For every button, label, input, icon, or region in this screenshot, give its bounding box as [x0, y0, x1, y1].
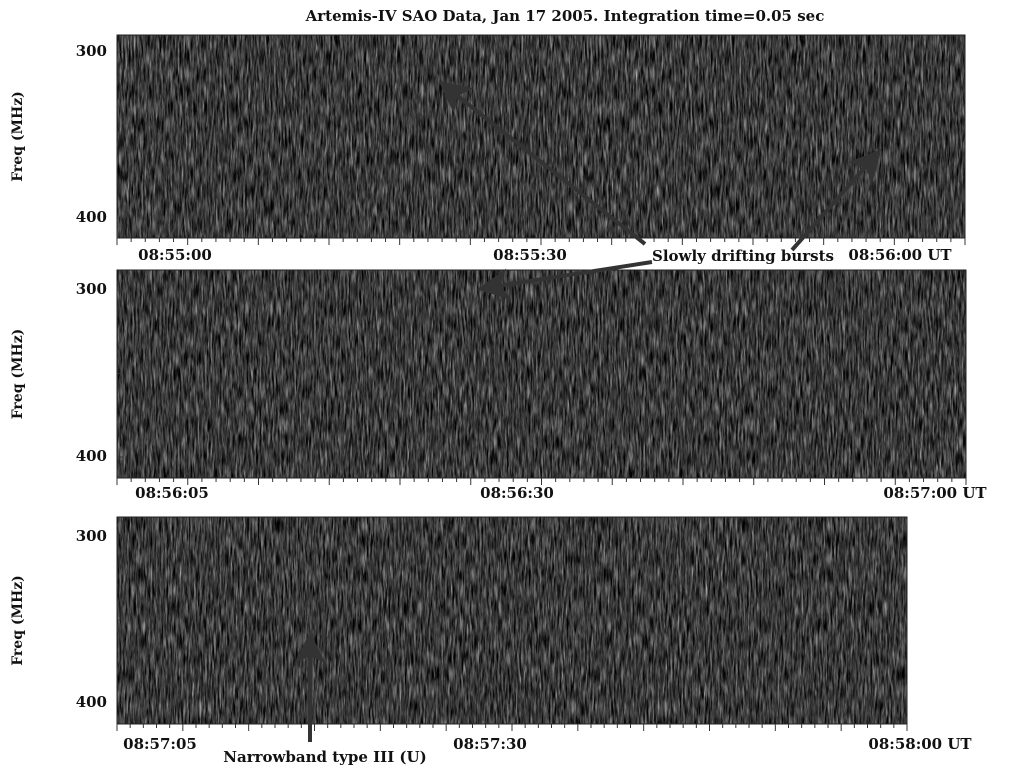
y-tick-label: 400 [76, 208, 107, 226]
arrow [438, 81, 647, 246]
spectrogram-texture [117, 35, 965, 238]
y-tick-label: 300 [76, 280, 107, 298]
annotation: Slowly drifting bursts [652, 247, 834, 265]
x-tick-label: 08:55:30 [493, 246, 567, 264]
x-tick-label: 08:56:05 [135, 484, 209, 502]
spectrogram-texture [117, 517, 907, 724]
y-tick-label: 400 [76, 693, 107, 711]
figure-title: Artemis-IV SAO Data, Jan 17 2005. Integr… [305, 7, 825, 25]
y-tick-label: 400 [76, 447, 107, 465]
arrows [294, 81, 882, 742]
x-tick-label: 08:57:05 [123, 735, 197, 753]
spectrogram-texture [117, 270, 966, 478]
x-tick-label: 08:56:30 [480, 484, 554, 502]
y-axis-label: Freq (MHz) [10, 91, 26, 182]
y-axis-label: Freq (MHz) [10, 575, 26, 666]
annotation: Narrowband type III (U) [223, 748, 426, 766]
y-tick-label: 300 [76, 42, 107, 60]
x-tick-label: 08:57:00 UT [883, 484, 987, 502]
panels: 300 400 08:55:00 08:55:30 08:56:00 UT Freq (M… [10, 34, 987, 753]
x-tick-label: 08:56:00 UT [848, 246, 952, 264]
x-tick-label: 08:55:00 [138, 246, 212, 264]
y-axis-label: Freq (MHz) [10, 329, 26, 420]
x-tick-label: 08:58:00 UT [868, 735, 972, 753]
arrow [477, 260, 653, 301]
x-tick-label: 08:57:30 [453, 735, 527, 753]
y-tick-label: 300 [76, 527, 107, 545]
arrow [790, 149, 882, 252]
